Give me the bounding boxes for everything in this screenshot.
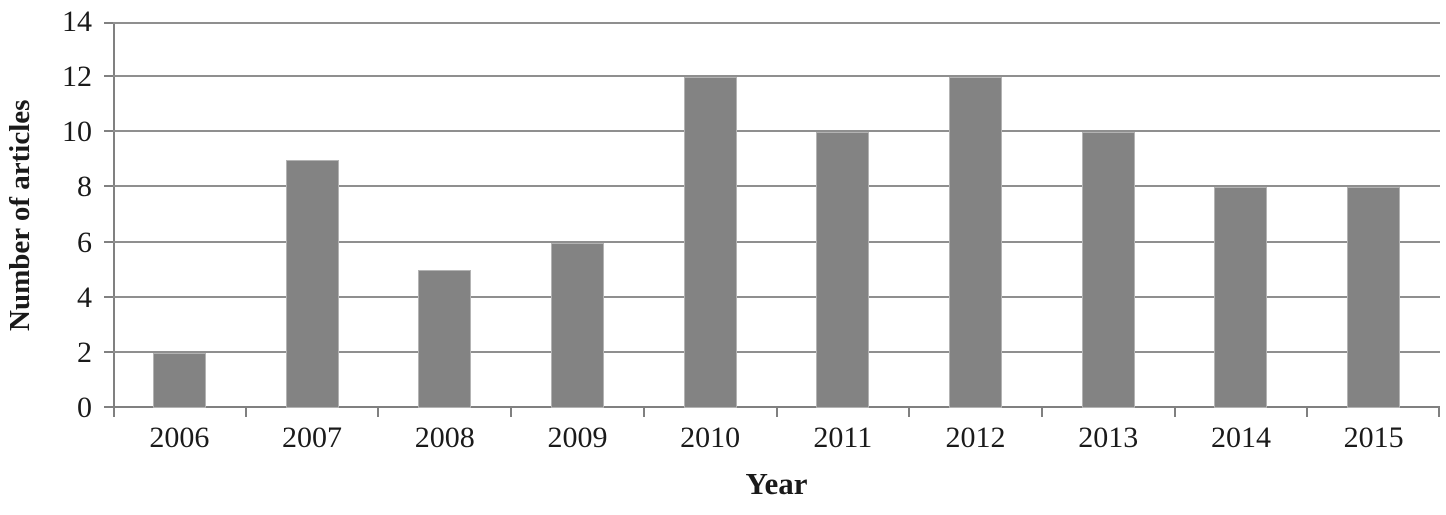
x-tick-label: 2011 bbox=[813, 421, 873, 454]
x-tick-mark bbox=[908, 408, 911, 417]
bar-2013 bbox=[1081, 132, 1135, 408]
y-tick-label: 12 bbox=[62, 60, 92, 94]
x-tick-mark bbox=[244, 408, 247, 417]
bar-2006 bbox=[152, 352, 206, 408]
y-tick-mark bbox=[104, 350, 113, 353]
x-tick-mark bbox=[377, 408, 380, 417]
y-tick-mark bbox=[104, 295, 113, 298]
x-tick-mark bbox=[1040, 408, 1043, 417]
y-tick-label: 10 bbox=[62, 115, 92, 149]
bar-2014 bbox=[1214, 187, 1268, 408]
bar-2010 bbox=[683, 77, 737, 408]
bar-2009 bbox=[550, 242, 604, 408]
y-tick-mark bbox=[104, 75, 113, 78]
bar-2007 bbox=[285, 159, 339, 408]
x-tick-label: 2008 bbox=[414, 421, 475, 454]
x-tick-mark bbox=[1438, 408, 1440, 417]
y-tick-mark bbox=[104, 185, 113, 188]
x-tick-mark bbox=[510, 408, 513, 417]
y-tick-label: 2 bbox=[77, 335, 92, 369]
x-tick-label: 2007 bbox=[282, 421, 343, 454]
y-tick-label: 4 bbox=[77, 280, 92, 314]
y-tick-mark bbox=[104, 406, 113, 408]
x-tick-mark bbox=[642, 408, 645, 417]
x-tick-label: 2006 bbox=[149, 421, 210, 454]
x-tick-label: 2010 bbox=[680, 421, 741, 454]
y-axis-line bbox=[113, 22, 115, 408]
x-tick-label: 2015 bbox=[1343, 421, 1404, 454]
x-tick-label: 2014 bbox=[1210, 421, 1271, 454]
gridline bbox=[113, 185, 1440, 188]
y-tick-label: 6 bbox=[77, 225, 92, 259]
y-tick-label: 0 bbox=[77, 391, 92, 424]
gridline bbox=[113, 130, 1440, 133]
gridline bbox=[113, 240, 1440, 243]
plot-area bbox=[104, 22, 1440, 417]
bar-2012 bbox=[949, 77, 1003, 408]
x-tick-mark bbox=[113, 408, 115, 417]
y-tick-mark bbox=[104, 130, 113, 133]
bar-2008 bbox=[418, 270, 472, 408]
y-tick-label: 8 bbox=[77, 170, 92, 204]
gridline bbox=[113, 295, 1440, 298]
y-tick-mark bbox=[104, 240, 113, 243]
x-tick-mark bbox=[775, 408, 778, 417]
x-tick-label: 2009 bbox=[547, 421, 608, 454]
x-axis-line bbox=[113, 406, 1440, 408]
x-tick-label: 2012 bbox=[945, 421, 1006, 454]
gridline bbox=[113, 350, 1440, 353]
gridline bbox=[113, 22, 1440, 24]
x-tick-mark bbox=[1306, 408, 1309, 417]
y-axis-tick-labels: 0 2 4 6 8 10 12 14 bbox=[0, 0, 100, 515]
bar-2015 bbox=[1347, 187, 1401, 408]
bar-2011 bbox=[816, 132, 870, 408]
x-axis-title: Year bbox=[745, 466, 808, 501]
y-tick-mark bbox=[104, 22, 113, 24]
x-axis-tick-labels: 2006 2007 2008 2009 2010 2011 2012 2013 2014 2015 bbox=[113, 417, 1440, 459]
gridline bbox=[113, 75, 1440, 78]
y-tick-label: 14 bbox=[62, 5, 92, 38]
x-tick-mark bbox=[1173, 408, 1176, 417]
x-tick-label: 2013 bbox=[1078, 421, 1139, 454]
